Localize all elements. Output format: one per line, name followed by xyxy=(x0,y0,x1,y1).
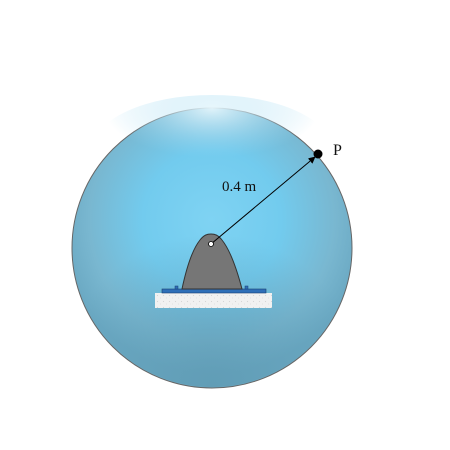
base-plate xyxy=(161,288,267,294)
distance-label: 0.4 m xyxy=(222,179,257,195)
distance-arrow xyxy=(210,156,316,245)
point-p-marker xyxy=(313,149,323,159)
sphere xyxy=(71,95,353,389)
point-p-label: P xyxy=(333,142,342,159)
source-point xyxy=(208,241,214,247)
base-plate-stud-left xyxy=(174,285,179,290)
source-body xyxy=(181,233,243,290)
base-plate-stud-right xyxy=(244,285,249,290)
insulation-pad xyxy=(155,293,272,308)
